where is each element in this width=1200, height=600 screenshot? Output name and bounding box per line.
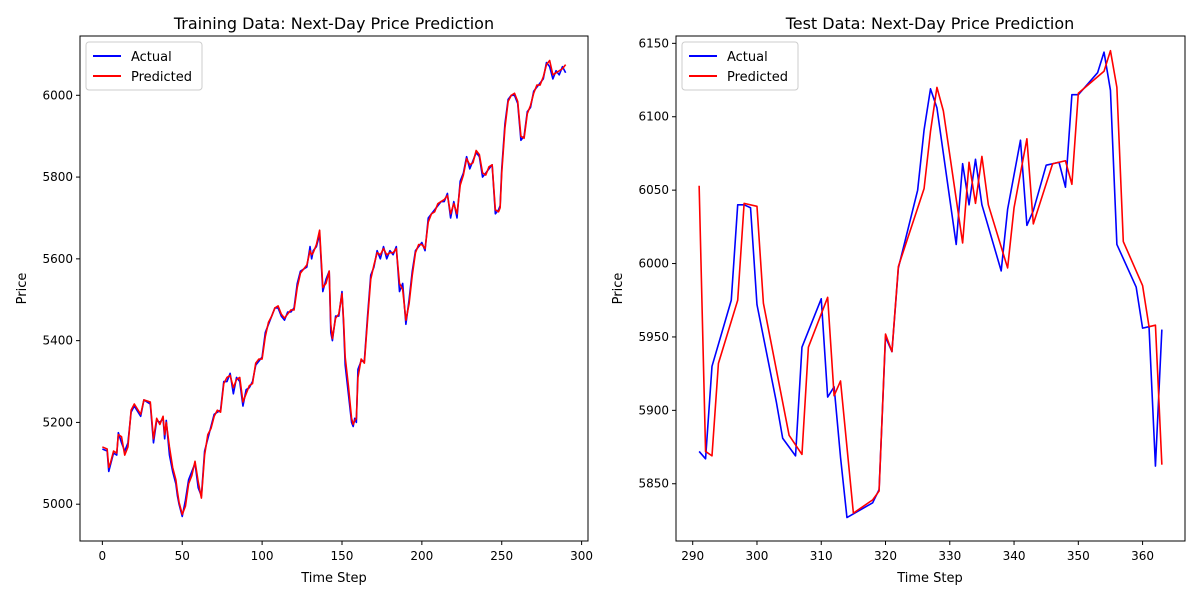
y-axis-ticks: 5850 5900 5950 6000 6050 6100 6150	[638, 36, 676, 491]
y-tick-label: 5600	[42, 252, 73, 266]
chart-title: Test Data: Next-Day Price Prediction	[785, 14, 1075, 33]
legend-label-actual: Actual	[727, 50, 768, 65]
test-chart: Test Data: Next-Day Price Prediction 290…	[611, 14, 1186, 586]
y-axis-label: Price	[15, 273, 30, 305]
x-tick-label: 250	[490, 549, 513, 563]
legend-box	[85, 41, 203, 91]
x-tick-label: 200	[410, 549, 433, 563]
x-tick-label: 350	[1067, 549, 1090, 563]
series-layer	[102, 59, 567, 518]
series-line-predicted	[698, 49, 1163, 514]
legend-box	[681, 41, 799, 91]
x-tick-label: 360	[1131, 549, 1154, 563]
plot-frame	[79, 35, 589, 542]
series-line-predicted	[102, 59, 567, 516]
legend-label-actual: Actual	[131, 50, 172, 65]
series-layer	[698, 49, 1163, 519]
x-tick-label: 100	[251, 549, 274, 563]
x-tick-label: 340	[1003, 549, 1026, 563]
y-tick-label: 5800	[42, 170, 73, 184]
y-tick-label: 5200	[42, 415, 73, 429]
y-tick-label: 5000	[42, 497, 73, 511]
y-axis-label: Price	[611, 273, 626, 305]
series-line-actual	[698, 51, 1163, 519]
plot-frame	[675, 35, 1186, 542]
x-tick-label: 290	[681, 549, 704, 563]
y-tick-label: 6050	[638, 183, 669, 197]
legend-label-predicted: Predicted	[131, 70, 192, 85]
chart-title: Training Data: Next-Day Price Prediction	[173, 14, 494, 33]
x-tick-label: 300	[570, 549, 593, 563]
x-axis-ticks: 290 300 310 320 330 340 350 360	[681, 541, 1154, 563]
legend-label-predicted: Predicted	[727, 70, 788, 85]
y-tick-label: 6150	[638, 36, 669, 50]
legend: Actual Predicted	[681, 41, 799, 91]
x-tick-label: 320	[874, 549, 897, 563]
y-tick-label: 5400	[42, 334, 73, 348]
legend: Actual Predicted	[85, 41, 203, 91]
y-axis-ticks: 5000 5200 5400 5600 5800 6000	[42, 88, 80, 511]
y-tick-label: 6000	[638, 257, 669, 271]
y-tick-label: 6100	[638, 110, 669, 124]
x-tick-label: 310	[810, 549, 833, 563]
x-axis-label: Time Step	[300, 571, 367, 586]
x-tick-label: 330	[938, 549, 961, 563]
x-tick-label: 300	[746, 549, 769, 563]
x-tick-label: 150	[331, 549, 354, 563]
x-tick-label: 50	[175, 549, 190, 563]
y-tick-label: 5900	[638, 403, 669, 417]
x-axis-ticks: 0 50 100 150 200 250 300	[99, 541, 593, 563]
y-tick-label: 5950	[638, 330, 669, 344]
y-tick-label: 6000	[42, 88, 73, 102]
y-tick-label: 5850	[638, 477, 669, 491]
training-chart: Training Data: Next-Day Price Prediction…	[15, 14, 593, 586]
x-axis-label: Time Step	[896, 571, 963, 586]
x-tick-label: 0	[99, 549, 107, 563]
